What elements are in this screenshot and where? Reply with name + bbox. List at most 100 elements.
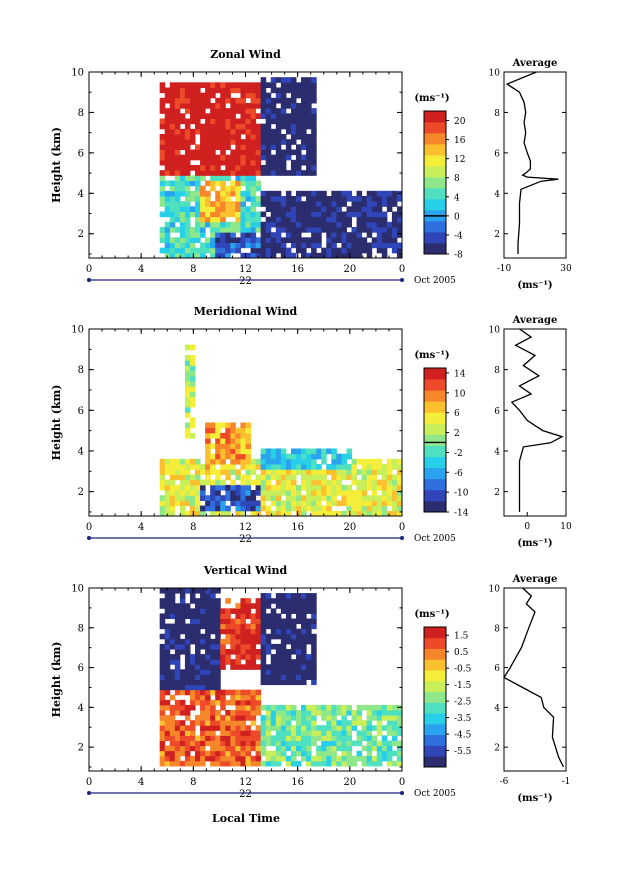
heatmap-cell [311, 638, 317, 645]
heatmap-cell [301, 643, 307, 650]
heatmap-cell [250, 165, 257, 171]
heatmap-cell [240, 144, 246, 150]
heatmap-cell [311, 227, 317, 233]
heatmap-cell [311, 170, 317, 176]
heatmap-cell [230, 422, 236, 429]
heatmap-cell [240, 211, 246, 218]
heatmap-cell [164, 170, 171, 176]
heatmap-cell [285, 664, 292, 670]
heatmap-cell [210, 247, 216, 254]
heatmap-cell [316, 500, 322, 507]
heatmap-cell [240, 237, 246, 243]
heatmap-cell [260, 679, 267, 686]
heatmap-cell [336, 237, 342, 243]
heatmap-cell [280, 87, 287, 94]
heatmap-cell [311, 247, 317, 254]
heatmap-cell [245, 694, 252, 701]
heatmap-cell [301, 715, 307, 721]
heatmap-cell [235, 165, 241, 171]
heatmap-cell [205, 159, 211, 166]
heatmap-cell [164, 123, 171, 130]
heatmap-cell [265, 118, 272, 125]
heatmap-cell [311, 679, 317, 686]
profile-frame [503, 328, 567, 517]
heatmap-cell [220, 750, 226, 757]
x-tick-label: 12 [239, 777, 252, 788]
heatmap-cell [184, 740, 191, 747]
heatmap-cell [250, 735, 257, 741]
heatmap-cell [295, 165, 302, 171]
heatmap-cell [179, 760, 186, 767]
heatmap-cell [301, 139, 307, 145]
heatmap-cell [184, 118, 191, 125]
heatmap-cell [265, 725, 272, 731]
heatmap-cell [376, 479, 383, 486]
heatmap-cell [250, 247, 257, 254]
heatmap-cell [295, 715, 302, 721]
heatmap-cell [195, 458, 201, 465]
heatmap-cell [326, 745, 332, 752]
heatmap-cell [245, 113, 252, 119]
heatmap-cell [169, 216, 176, 223]
heatmap-cell [311, 510, 317, 517]
heatmap-cell [184, 216, 191, 223]
heatmap-cell [265, 154, 272, 161]
heatmap-cell [301, 206, 307, 212]
heatmap-cell [331, 227, 337, 233]
heatmap-cell [215, 82, 221, 88]
heatmap-cell [159, 633, 166, 640]
heatmap-cell [316, 464, 322, 470]
heatmap-cell [285, 113, 292, 119]
heatmap-cell [195, 649, 201, 655]
heatmap-cell [210, 103, 216, 109]
heatmap-cell [159, 649, 166, 655]
heatmap-cell [235, 170, 241, 176]
heatmap-cell [356, 206, 363, 212]
profile-y-tick-label: 10 [489, 69, 501, 79]
heatmap-cell [285, 221, 292, 228]
heatmap-cell [316, 755, 322, 762]
heatmap-cell [200, 643, 206, 650]
heatmap-cell [341, 760, 347, 767]
heatmap-cell [260, 165, 267, 171]
heatmap-cell [265, 484, 272, 491]
heatmap-cell [316, 242, 322, 249]
heatmap-cell [184, 510, 191, 517]
heatmap-cell [179, 608, 186, 614]
heatmap-cell [255, 185, 262, 192]
heatmap-cell [215, 694, 221, 701]
heatmap-cell [189, 422, 196, 429]
heatmap-cell [220, 185, 226, 192]
heatmap-cell [306, 740, 312, 747]
heatmap-cell [174, 735, 181, 741]
colorbar-tick-label: -0.5 [454, 665, 472, 675]
heatmap-cell [311, 128, 317, 135]
heatmap-cell [255, 725, 262, 731]
heatmap-cell [275, 123, 282, 130]
heatmap-cell [159, 588, 166, 594]
heatmap-cell [391, 730, 398, 736]
heatmap-cell [270, 659, 277, 665]
heatmap-cell [210, 432, 216, 439]
heatmap-cell [195, 654, 201, 660]
heatmap-cell [280, 211, 287, 218]
y-axis-title: Height (km) [50, 385, 63, 461]
heatmap-cell [301, 92, 307, 99]
heatmap-cell [280, 608, 287, 614]
heatmap-cell [210, 170, 216, 176]
heatmap-cell [205, 684, 211, 691]
heatmap-cell [376, 704, 383, 711]
heatmap-cell [245, 474, 252, 481]
heatmap-cell [200, 490, 206, 496]
heatmap-cell [210, 649, 216, 655]
heatmap-cell [275, 643, 282, 650]
heatmap-cell [306, 165, 312, 171]
heatmap-cell [295, 608, 302, 614]
heatmap-cell [376, 216, 383, 223]
heatmap-cell [376, 495, 383, 501]
heatmap-cell [270, 118, 277, 125]
heatmap-cell [381, 715, 388, 721]
heatmap-cell [265, 760, 272, 767]
heatmap-cell [205, 237, 211, 243]
heatmap-cell [301, 458, 307, 465]
